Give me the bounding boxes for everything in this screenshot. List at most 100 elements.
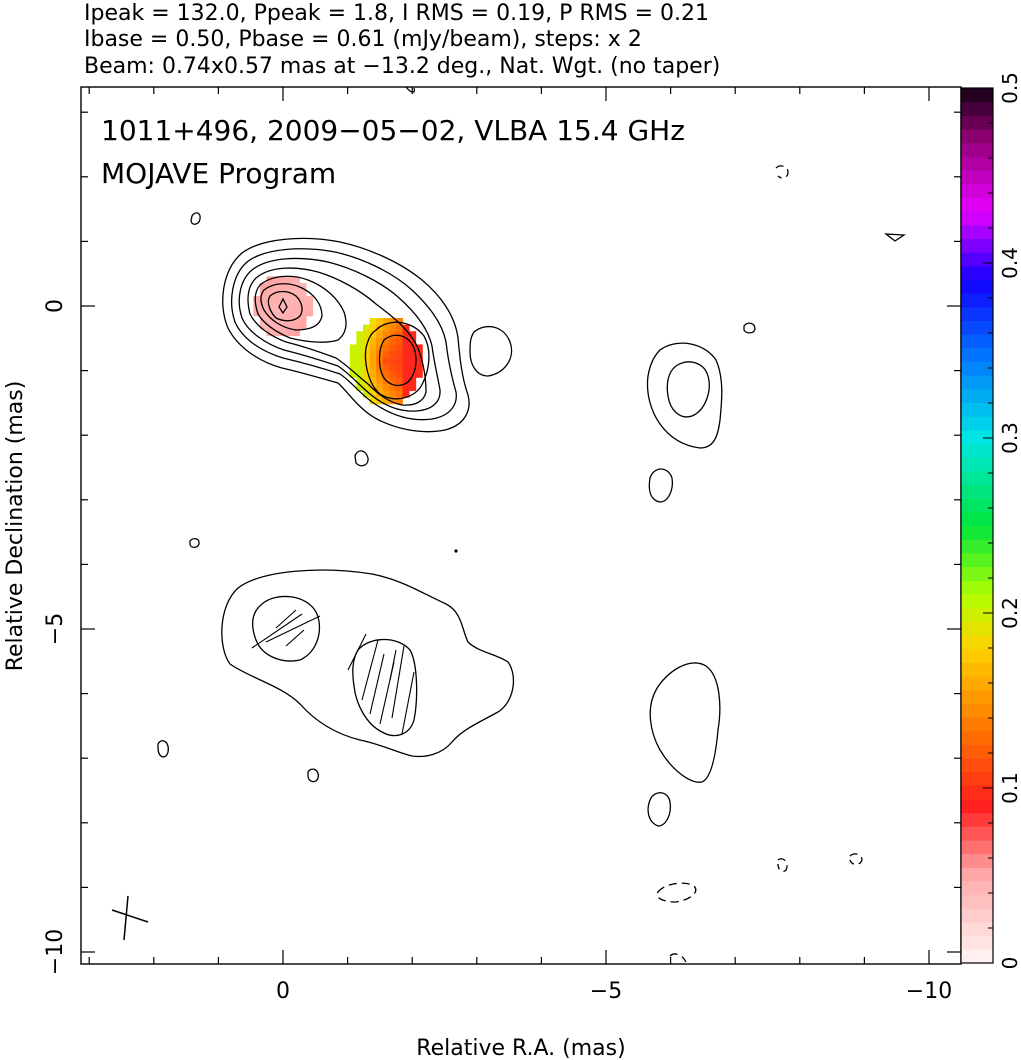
pol-pixel (402, 370, 410, 378)
colorbar-step (961, 648, 993, 663)
pol-pixel (286, 309, 294, 317)
negative-contour-2 (775, 165, 789, 179)
contour-blob-3 (189, 537, 200, 549)
pol-pixel (279, 276, 287, 284)
colorbar-step (961, 88, 993, 103)
colorbar-step (961, 908, 993, 923)
colorbar-step (961, 238, 993, 253)
y-tick-label: −10 (43, 929, 68, 975)
colorbar-step (961, 279, 993, 294)
colorbar-step (961, 156, 993, 171)
pol-pixel (402, 337, 410, 345)
pol-pixel (402, 324, 410, 332)
pol-pixel (369, 357, 377, 365)
colorbar-step (961, 320, 993, 335)
colorbar-step (961, 375, 993, 390)
pol-pixel (253, 296, 261, 304)
pol-pixel (382, 331, 390, 339)
pol-pixel (376, 337, 384, 345)
colorbar-step (961, 730, 993, 745)
pol-pixel (409, 351, 417, 359)
pol-pixel (299, 315, 307, 323)
colorbar-step (961, 443, 993, 458)
pol-pixel (299, 309, 307, 317)
program-name: MOJAVE Program (101, 157, 336, 190)
pol-pixel (362, 384, 370, 392)
pol-pixel (382, 344, 390, 352)
pol-pixel (382, 318, 390, 326)
contour-core-3 (238, 257, 441, 412)
evpa-3 (275, 609, 297, 629)
colorbar-step (961, 457, 993, 472)
contour-jet-2 (378, 334, 417, 387)
pol-pixel (292, 282, 300, 290)
contour-blob-6 (405, 86, 416, 93)
pol-pixel (286, 322, 294, 330)
polarization-vectors (251, 609, 415, 735)
pol-pixel (266, 296, 274, 304)
pol-pixel (356, 331, 364, 339)
x-tick-label: −10 (906, 979, 952, 1004)
pol-pixel (299, 302, 307, 310)
pol-pixel (409, 344, 417, 352)
pol-pixel (292, 322, 300, 330)
pol-pixel (415, 357, 423, 365)
colorbar-step (961, 621, 993, 636)
colorbar-step (961, 429, 993, 445)
pol-pixel (395, 344, 403, 352)
colorbar-step (961, 744, 993, 759)
pol-pixel (362, 324, 370, 332)
pol-pixel (292, 276, 300, 284)
colorbar-tick-label: 0.5 (998, 72, 1021, 104)
pol-pixel (409, 337, 417, 345)
pol-pixel (395, 370, 403, 378)
colorbar-step (961, 894, 993, 909)
pol-pixel (395, 318, 403, 326)
pol-pixel (369, 370, 377, 378)
contour-southwest (649, 662, 721, 783)
pol-pixel (389, 318, 397, 326)
pol-pixel (279, 315, 287, 323)
pol-pixel (356, 377, 364, 385)
pol-pixel (402, 331, 410, 339)
pol-pixel (362, 370, 370, 378)
y-axis-label: Relative Declination (mas) (3, 381, 28, 672)
colorbar-tick-label: 0.2 (998, 597, 1021, 629)
pol-pixel (395, 351, 403, 359)
tiny-point (454, 549, 458, 553)
colorbar-step (961, 826, 993, 841)
colorbar-step (961, 211, 993, 226)
contour-blob-2 (354, 450, 369, 467)
colorbar-step (961, 853, 993, 868)
colorbar-step (961, 921, 993, 937)
colorbar-step (961, 334, 993, 349)
negative-contour-1 (656, 882, 697, 903)
pol-pixel (402, 390, 410, 398)
pol-pixel (376, 318, 384, 326)
colorbar: 0 0.1 0.2 0.3 0.4 0.5 (960, 72, 1021, 969)
pol-pixel (389, 351, 397, 359)
pol-pixel (415, 370, 423, 378)
colorbar-tick-label: 0.4 (998, 247, 1021, 279)
pol-pixel (356, 370, 364, 378)
contour-core-4 (247, 267, 427, 406)
colorbar-step (961, 306, 993, 322)
pol-pixel (389, 364, 397, 372)
pol-pixel (273, 296, 281, 304)
colorbar-step (961, 785, 993, 800)
pol-pixel (369, 384, 377, 392)
colorbar-step (961, 347, 993, 363)
contour-blob-9 (648, 468, 674, 503)
pol-pixel (376, 384, 384, 392)
contour-south-outer (221, 569, 515, 758)
pol-pixel (273, 282, 281, 290)
pol-pixel (369, 344, 377, 352)
contour-core-1 (222, 237, 470, 433)
pol-pixel (279, 289, 287, 297)
colorbar-step (961, 525, 993, 540)
evpa-6 (361, 639, 379, 701)
contour-core-7 (267, 290, 303, 322)
pol-pixel (356, 357, 364, 365)
colorbar-step (961, 935, 993, 950)
